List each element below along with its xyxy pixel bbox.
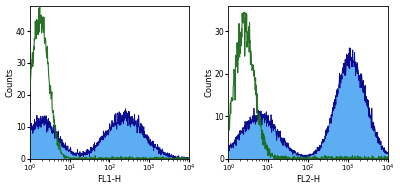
X-axis label: FL2-H: FL2-H	[296, 175, 320, 184]
X-axis label: FL1-H: FL1-H	[97, 175, 122, 184]
Y-axis label: Counts: Counts	[204, 67, 213, 97]
Y-axis label: Counts: Counts	[6, 67, 14, 97]
